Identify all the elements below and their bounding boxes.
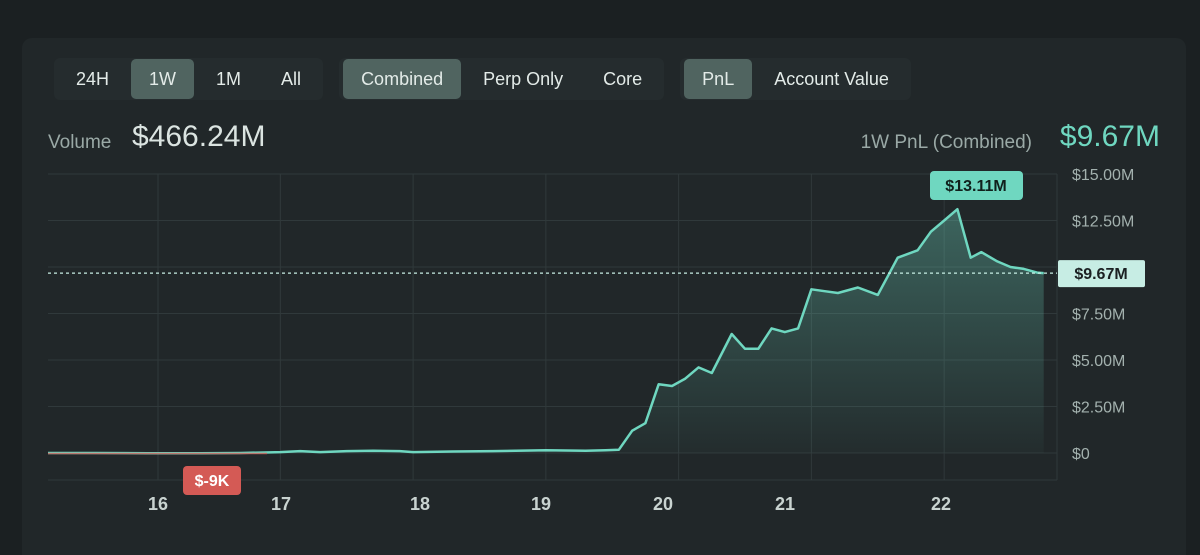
min-value-annotation: $-9K bbox=[183, 466, 241, 495]
min-value-label: $-9K bbox=[195, 473, 230, 490]
toolbar: 24H 1W 1M All Combined Perp Only Core PnL Acco… bbox=[54, 58, 911, 100]
metric-selector: PnL Account Value bbox=[680, 58, 911, 100]
volume-value: $466.24M bbox=[132, 120, 266, 153]
range-selector: 24H 1W 1M All bbox=[54, 58, 324, 100]
min-value-badge-bg bbox=[183, 466, 241, 495]
range-button-1w[interactable]: 1W bbox=[131, 59, 195, 99]
x-tick-label: 21 bbox=[775, 494, 795, 514]
x-tick-label: 22 bbox=[931, 494, 951, 514]
y-tick-label: $12.50M bbox=[1072, 214, 1134, 231]
range-button-all[interactable]: All bbox=[281, 68, 302, 89]
range-button-1m[interactable]: 1M bbox=[216, 68, 242, 89]
range-button-24h[interactable]: 24H bbox=[76, 68, 110, 89]
volume-label: Volume bbox=[48, 132, 112, 153]
pnl-line bbox=[48, 207, 1044, 455]
scope-selector: Combined Perp Only Core bbox=[339, 58, 665, 100]
x-tick-label: 17 bbox=[271, 494, 291, 514]
y-tick-label: $0 bbox=[1072, 446, 1090, 463]
plot-area bbox=[48, 207, 1044, 455]
max-value-annotation: $13.11M bbox=[930, 171, 1023, 200]
metric-button-pnl[interactable]: PnL bbox=[684, 59, 753, 99]
current-value-badge-bg bbox=[1058, 260, 1145, 288]
pnl-label: 1W PnL (Combined) bbox=[860, 132, 1032, 153]
current-value-badge: $9.67M bbox=[1058, 260, 1145, 288]
current-value-label: $9.67M bbox=[1074, 266, 1127, 283]
y-tick-label: $15.00M bbox=[1072, 167, 1134, 184]
scope-button-perp-only[interactable]: Perp Only bbox=[483, 68, 564, 89]
metric-button-account-value[interactable]: Account Value bbox=[774, 68, 889, 89]
max-value-label: $13.11M bbox=[945, 178, 1006, 195]
scope-button-combined[interactable]: Combined bbox=[343, 59, 462, 99]
y-tick-label: $2.50M bbox=[1072, 400, 1125, 417]
pnl-area bbox=[48, 209, 1044, 454]
scope-button-core[interactable]: Core bbox=[603, 68, 643, 89]
x-tick-label: 18 bbox=[410, 494, 430, 514]
pnl-value: $9.67M bbox=[1059, 120, 1160, 153]
x-tick-label: 20 bbox=[653, 494, 673, 514]
y-tick-label: $7.50M bbox=[1072, 307, 1125, 324]
x-tick-label: 19 bbox=[531, 494, 551, 514]
y-tick-label: $5.00M bbox=[1072, 353, 1125, 370]
max-value-badge-bg bbox=[930, 171, 1023, 200]
x-tick-label: 16 bbox=[148, 494, 168, 514]
